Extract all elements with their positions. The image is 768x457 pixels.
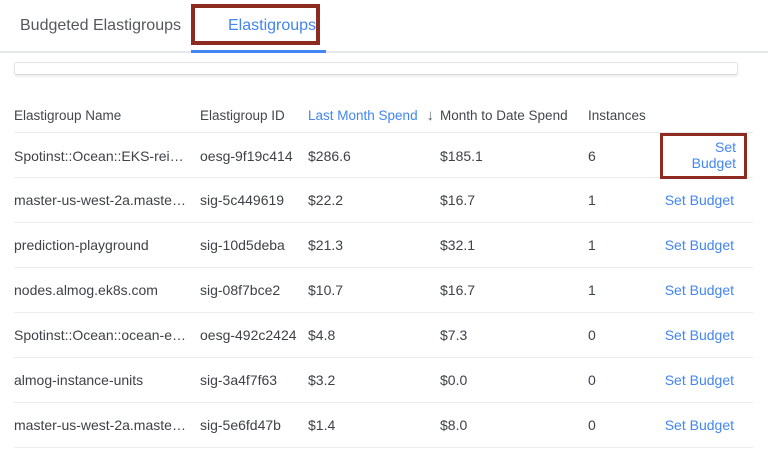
cell-id: oesg-492c2424 <box>200 327 297 343</box>
set-budget-link[interactable]: Set Budget <box>664 327 734 343</box>
tab-budgeted-elastigroups[interactable]: Budgeted Elastigroups <box>20 16 181 34</box>
header-elastigroup-name[interactable]: Elastigroup Name <box>14 108 122 123</box>
cell-month-to-date-spend: $7.3 <box>440 327 468 343</box>
cell-id: sig-08f7bce2 <box>200 282 281 298</box>
cell-action: Set Budget <box>660 237 753 253</box>
set-budget-wrapper: Set Budget <box>665 417 734 433</box>
tab-bar: Budgeted Elastigroups Elastigroups <box>0 0 768 53</box>
cell-month-to-date-spend: $8.0 <box>440 417 468 433</box>
header-elastigroup-id[interactable]: Elastigroup ID <box>200 108 285 123</box>
cell-id: sig-3a4f7f63 <box>200 372 278 388</box>
cell-id: oesg-9f19c414 <box>200 148 293 164</box>
cell-last-month-spend: $21.3 <box>308 237 344 253</box>
cell-last-month-spend: $1.4 <box>308 417 336 433</box>
cell-id: sig-10d5deba <box>200 237 285 253</box>
cell-name: nodes.almog.ek8s.com <box>14 282 158 298</box>
set-budget-link[interactable]: Set Budget <box>664 237 734 253</box>
cell-action: Set Budget <box>660 372 753 388</box>
table-row: Spotinst::Ocean::ocean-eks… oesg-492c242… <box>14 313 753 358</box>
table-row: almog-instance-units sig-3a4f7f63 $3.2 $… <box>14 358 753 403</box>
set-budget-link[interactable]: Set Budget <box>664 372 734 388</box>
cell-month-to-date-spend: $16.7 <box>440 192 476 208</box>
set-budget-wrapper: Set Budget <box>665 237 734 253</box>
cell-last-month-spend: $10.7 <box>308 282 344 298</box>
cell-instances: 0 <box>588 417 596 433</box>
cell-instances: 1 <box>588 282 596 298</box>
active-tab-underline <box>191 50 326 53</box>
table-row: nodes.almog.ek8s.com sig-08f7bce2 $10.7 … <box>14 268 753 313</box>
set-budget-link[interactable]: Set Budget <box>691 139 736 171</box>
cell-action: Set Budget <box>660 417 753 433</box>
cell-last-month-spend: $22.2 <box>308 192 344 208</box>
table-row: master-us-west-2a.masters… sig-5e6fd47b … <box>14 403 753 448</box>
table-header-row: Elastigroup Name Elastigroup ID Last Mon… <box>14 99 753 133</box>
set-budget-link[interactable]: Set Budget <box>664 417 734 433</box>
table-row: master-us-west-2a.masters… sig-5c449619 … <box>14 178 753 223</box>
set-budget-wrapper-annotated: Set Budget <box>660 133 747 179</box>
table-body: Spotinst::Ocean::EKS-reinv… oesg-9f19c41… <box>14 133 753 448</box>
sort-descending-icon: ↓ <box>426 107 435 124</box>
cell-action: Set Budget <box>660 192 753 208</box>
cell-name: master-us-west-2a.masters… <box>14 417 198 433</box>
cell-instances: 6 <box>588 148 596 164</box>
cell-instances: 0 <box>588 372 596 388</box>
set-budget-wrapper: Set Budget <box>665 327 734 343</box>
set-budget-wrapper: Set Budget <box>665 372 734 388</box>
cell-id: sig-5c449619 <box>200 192 285 208</box>
header-month-to-date-spend[interactable]: Month to Date Spend <box>440 108 568 123</box>
filter-input[interactable] <box>14 62 738 75</box>
cell-id: sig-5e6fd47b <box>200 417 281 433</box>
set-budget-link[interactable]: Set Budget <box>664 192 734 208</box>
set-budget-link[interactable]: Set Budget <box>664 282 734 298</box>
cell-month-to-date-spend: $16.7 <box>440 282 476 298</box>
cell-instances: 0 <box>588 327 596 343</box>
cell-last-month-spend: $4.8 <box>308 327 336 343</box>
cell-month-to-date-spend: $185.1 <box>440 148 483 164</box>
header-last-month-spend[interactable]: Last Month Spend ↓ <box>308 107 440 124</box>
cell-last-month-spend: $286.6 <box>308 148 351 164</box>
table-row: Spotinst::Ocean::EKS-reinv… oesg-9f19c41… <box>14 133 753 179</box>
cell-month-to-date-spend: $0.0 <box>440 372 468 388</box>
header-last-month-spend-label: Last Month Spend <box>308 108 418 123</box>
cell-month-to-date-spend: $32.1 <box>440 237 476 253</box>
tab-elastigroups[interactable]: Elastigroups <box>228 16 317 34</box>
cell-action: Set Budget <box>660 327 753 343</box>
header-instances[interactable]: Instances <box>588 108 646 123</box>
cell-instances: 1 <box>588 237 596 253</box>
elastigroups-table: Elastigroup Name Elastigroup ID Last Mon… <box>14 99 753 448</box>
cell-action: Set Budget <box>660 282 753 298</box>
cell-name: Spotinst::Ocean::EKS-reinv… <box>14 148 199 164</box>
cell-name: master-us-west-2a.masters… <box>14 192 198 208</box>
table-row: prediction-playground sig-10d5deba $21.3… <box>14 223 753 268</box>
cell-last-month-spend: $3.2 <box>308 372 336 388</box>
cell-name: almog-instance-units <box>14 372 144 388</box>
set-budget-wrapper: Set Budget <box>665 282 734 298</box>
cell-name: prediction-playground <box>14 237 149 253</box>
cell-action: Set Budget <box>660 133 753 179</box>
cell-instances: 1 <box>588 192 596 208</box>
cell-name: Spotinst::Ocean::ocean-eks… <box>14 327 200 343</box>
set-budget-wrapper: Set Budget <box>665 192 734 208</box>
